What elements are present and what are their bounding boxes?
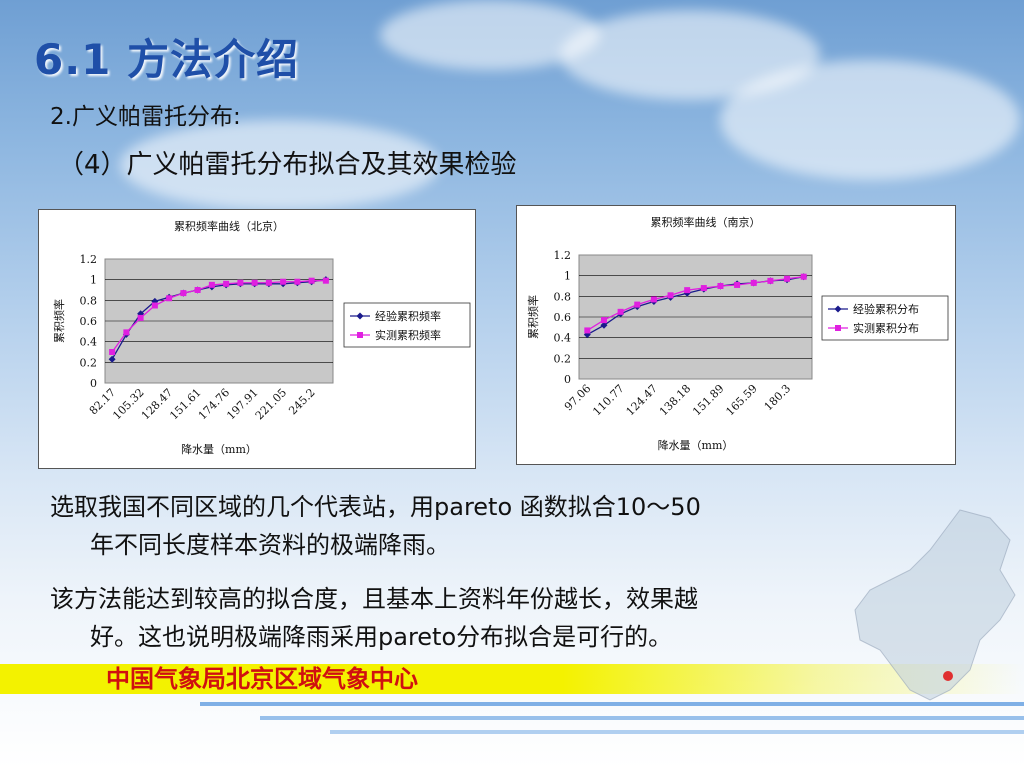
data-point bbox=[108, 355, 116, 363]
slide-title: 6.1 方法介绍 bbox=[34, 35, 300, 84]
y-axis-label: 累积频率 bbox=[52, 299, 66, 343]
y-tick-label: 0.6 bbox=[80, 315, 98, 328]
y-tick-label: 0.2 bbox=[554, 352, 572, 365]
series-line bbox=[111, 279, 326, 360]
legend-marker bbox=[835, 325, 841, 331]
data-point bbox=[294, 278, 301, 285]
chart-panel-beijing: 累积频率曲线（北京） 0 0.2 0.4 0.6 0.8 1 1.2 累积频率 82.17 105.… bbox=[38, 209, 476, 469]
x-axis-label: 降水量（mm） bbox=[658, 438, 734, 452]
data-point bbox=[265, 279, 272, 286]
data-point bbox=[767, 277, 774, 284]
data-point bbox=[784, 275, 791, 282]
x-tick-label: 138.18 bbox=[657, 382, 693, 418]
paragraph-2-line-1: 该方法能达到较高的拟合度，且基本上资料年份越长，效果越 bbox=[50, 585, 698, 613]
legend-label: 实测累积分布 bbox=[853, 321, 919, 335]
chart-beijing: 累积频率曲线（北京）00.20.40.60.811.2累积频率82.17105.… bbox=[52, 219, 471, 456]
data-point bbox=[634, 301, 641, 308]
legend-box bbox=[343, 302, 471, 348]
data-point bbox=[280, 278, 287, 285]
y-tick-label: 0.6 bbox=[554, 311, 572, 324]
legend-marker bbox=[834, 305, 842, 313]
data-point bbox=[251, 279, 258, 286]
data-point bbox=[800, 273, 807, 280]
data-point bbox=[123, 329, 130, 336]
data-point bbox=[684, 287, 691, 294]
legend-label: 实测累积频率 bbox=[375, 328, 441, 342]
slide-subtitle: 2.广义帕雷托分布: bbox=[50, 104, 241, 130]
y-tick-label: 1 bbox=[564, 270, 571, 283]
data-point bbox=[208, 281, 215, 288]
chart-title: 累积频率曲线（南京） bbox=[651, 215, 761, 229]
legend-label: 经验累积分布 bbox=[853, 302, 919, 316]
y-tick-label: 0.8 bbox=[80, 294, 98, 307]
x-tick-label: 221.05 bbox=[253, 386, 289, 422]
y-tick-label: 1.2 bbox=[554, 249, 572, 262]
y-tick-label: 0.4 bbox=[554, 332, 572, 345]
data-point bbox=[223, 280, 230, 287]
data-point bbox=[151, 302, 158, 309]
footer-banner-text: 中国气象局北京区域气象中心 bbox=[106, 664, 418, 693]
x-tick-label: 245.2 bbox=[286, 386, 317, 417]
x-tick-label: 180.3 bbox=[762, 382, 793, 413]
x-tick-label: 165.59 bbox=[723, 382, 759, 418]
paragraph-2: 该方法能达到较高的拟合度，且基本上资料年份越长，效果越 好。这也说明极端降雨采用… bbox=[50, 580, 698, 656]
legend-marker bbox=[356, 312, 364, 320]
data-point bbox=[750, 279, 757, 286]
paragraph-1-line-2: 年不同长度样本资料的极端降雨。 bbox=[90, 531, 450, 559]
footer-stripe bbox=[260, 716, 1024, 720]
legend-label: 经验累积频率 bbox=[375, 309, 441, 323]
china-map-decoration bbox=[854, 509, 1016, 701]
x-axis-label: 降水量（mm） bbox=[181, 442, 257, 456]
y-tick-label: 0.4 bbox=[80, 336, 98, 349]
cloud-decoration bbox=[380, 0, 600, 70]
chart-panel-nanjing: 累积频率曲线（南京） 0 0.2 0.4 0.6 0.8 1 1.2 累积频率 97.06 110.… bbox=[516, 205, 956, 465]
y-tick-label: 0.8 bbox=[554, 290, 572, 303]
data-point bbox=[137, 314, 144, 321]
footer-banner bbox=[0, 664, 1024, 694]
data-point bbox=[166, 295, 173, 302]
data-point bbox=[734, 281, 741, 288]
cloud-decoration bbox=[120, 120, 440, 210]
y-tick-label: 1 bbox=[90, 274, 97, 287]
data-point bbox=[650, 296, 657, 303]
paragraph-1-line-1: 选取我国不同区域的几个代表站，用pareto 函数拟合10～50 bbox=[50, 493, 701, 521]
data-point bbox=[600, 317, 607, 324]
y-tick-label: 0.2 bbox=[80, 356, 98, 369]
y-tick-label: 0 bbox=[90, 377, 97, 390]
y-axis-label: 累积频率 bbox=[526, 295, 540, 339]
data-point bbox=[194, 287, 201, 293]
footer-stripe bbox=[330, 730, 1024, 734]
y-tick-label: 1.2 bbox=[80, 253, 98, 266]
data-point bbox=[109, 349, 116, 355]
footer-stripe bbox=[200, 702, 1024, 706]
series-line bbox=[111, 280, 326, 353]
legend-marker bbox=[357, 332, 363, 338]
paragraph-1: 选取我国不同区域的几个代表站，用pareto 函数拟合10～50 年不同长度样本… bbox=[50, 488, 701, 564]
data-point bbox=[584, 327, 591, 334]
data-point bbox=[617, 308, 624, 315]
data-point bbox=[237, 279, 244, 286]
y-tick-label: 0 bbox=[564, 373, 571, 386]
paragraph-2-line-2: 好。这也说明极端降雨采用pareto分布拟合是可行的。 bbox=[90, 623, 673, 651]
x-tick-label: 124.47 bbox=[624, 382, 660, 418]
legend-box bbox=[821, 295, 949, 341]
cloud-decoration bbox=[720, 60, 1020, 180]
data-point bbox=[322, 277, 329, 284]
data-point bbox=[180, 290, 187, 297]
location-dot-icon bbox=[943, 671, 953, 681]
data-point bbox=[717, 283, 724, 289]
slide-section-heading: （4）广义帕雷托分布拟合及其效果检验 bbox=[58, 150, 517, 180]
chart-title: 累积频率曲线（北京） bbox=[174, 219, 284, 233]
data-point bbox=[667, 292, 674, 299]
x-tick-label: 110.77 bbox=[590, 382, 626, 418]
x-tick-label: 97.06 bbox=[562, 382, 593, 413]
data-point bbox=[600, 321, 608, 329]
data-point bbox=[700, 285, 707, 292]
data-point bbox=[308, 277, 315, 284]
x-tick-label: 151.89 bbox=[690, 382, 726, 418]
chart-nanjing: 累积频率曲线（南京） 0 0.2 0.4 0.6 0.8 1 1.2 累积频率 97.06110.… bbox=[526, 215, 949, 452]
